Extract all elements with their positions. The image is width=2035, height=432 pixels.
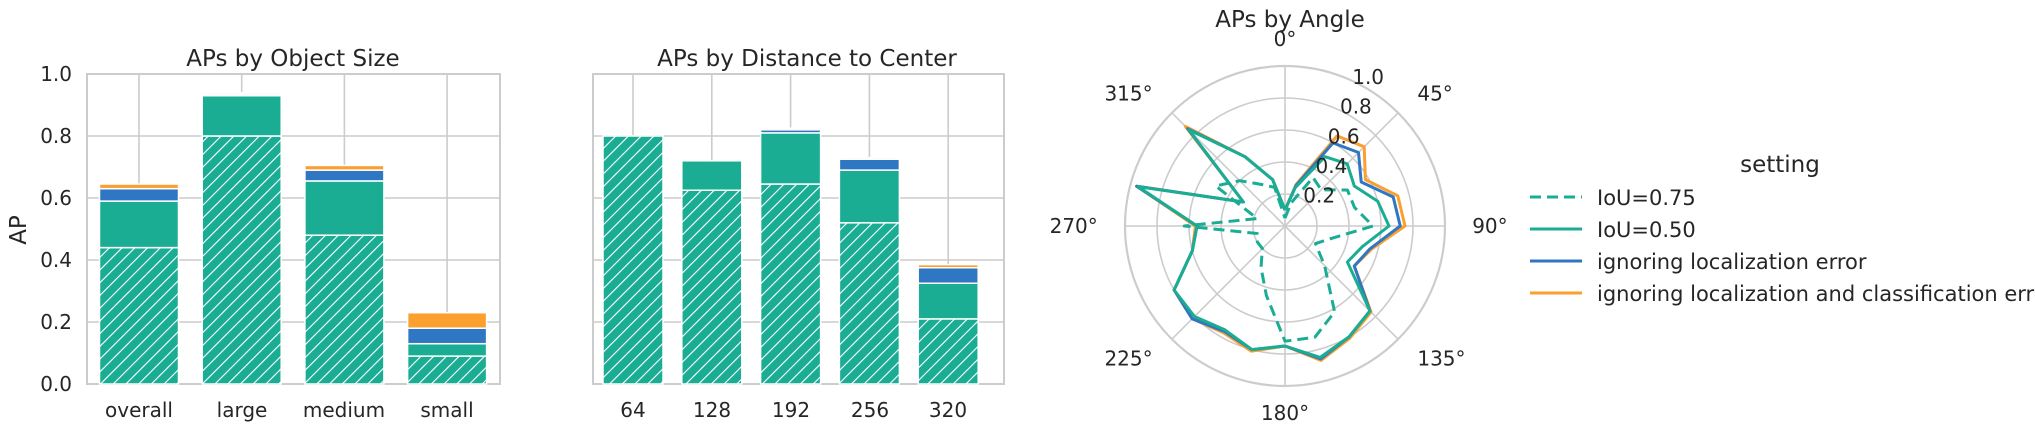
y-tick-label: 0.0 [40, 372, 72, 396]
bars [98, 91, 488, 385]
theta-tick-label: 315° [1104, 82, 1152, 106]
chart-angle-polar: APs by Angle 0.2 0.4 0.6 0.8 1.0 0° 45° 90° 135… [1050, 7, 1508, 425]
theta-tick-labels: 0° 45° 90° 135° 180° 225° 270° 315° [1050, 27, 1508, 425]
polar-line-iou50 [1136, 128, 1391, 359]
legend-label: ignoring localization and classification… [1597, 282, 2035, 306]
x-tick-label: small [420, 398, 473, 422]
bar-iou75 [201, 135, 282, 385]
y-tick-labels: 0.0 0.2 0.4 0.6 0.8 1.0 [40, 62, 72, 396]
x-tick-labels: 64 128 192 256 320 [620, 398, 967, 422]
theta-tick-label: 135° [1417, 346, 1465, 370]
theta-tick-label: 180° [1261, 401, 1309, 425]
bar-iou50 [201, 94, 282, 137]
bar-iou75 [304, 234, 385, 385]
legend-label: IoU=0.75 [1597, 186, 1696, 210]
bar-iou75 [406, 355, 488, 385]
bar-iou50 [304, 180, 385, 236]
x-tick-labels: overall large medium small [105, 398, 474, 422]
bar-iou50 [838, 169, 901, 224]
bar-iou75 [759, 183, 822, 385]
y-tick-label: 0.4 [40, 248, 72, 272]
bar-iou75 [917, 318, 979, 385]
bar-ignore-loc [406, 327, 488, 345]
chart-title-distance-center: APs by Distance to Center [657, 46, 957, 72]
x-tick-label: 320 [929, 398, 967, 422]
x-tick-label: overall [105, 398, 173, 422]
bar-ignore-loc [98, 187, 180, 202]
polar-spoke [1171, 225, 1286, 340]
r-tick-labels: 0.2 0.4 0.6 0.8 1.0 [1303, 65, 1384, 207]
theta-tick-label: 45° [1417, 82, 1452, 106]
bar-iou75 [98, 246, 180, 385]
bar-ignore-loc-cls [201, 91, 282, 95]
chart-title-angle: APs by Angle [1215, 7, 1364, 33]
chart-object-size: APs by Object Size AP 0.0 0.2 0.4 0.6 0.… [6, 46, 501, 422]
theta-tick-label: 0° [1274, 27, 1297, 51]
axes-frame [86, 73, 501, 385]
bar-iou75 [681, 189, 743, 385]
bar-iou75 [602, 135, 664, 385]
legend-label: IoU=0.50 [1597, 218, 1696, 242]
polar-series [1135, 124, 1407, 362]
r-tick-label: 0.8 [1340, 95, 1372, 119]
y-tick-label: 0.8 [40, 124, 72, 148]
polar-spoke [1284, 225, 1399, 340]
x-tick-label: large [217, 398, 268, 422]
bar-iou50 [681, 160, 743, 192]
x-tick-label: 128 [693, 398, 731, 422]
y-axis-label: AP [6, 215, 32, 245]
bar-ignore-loc-cls [98, 183, 180, 190]
x-tick-label: medium [303, 398, 385, 422]
legend-label: ignoring localization error [1597, 250, 1867, 274]
y-tick-label: 0.2 [40, 310, 72, 334]
theta-tick-label: 225° [1104, 346, 1152, 370]
legend: setting IoU=0.75 IoU=0.50 ignoring local… [1530, 152, 2035, 306]
polar-spoke [1284, 112, 1399, 227]
legend-title: setting [1740, 152, 1820, 178]
bar-iou75 [838, 222, 901, 385]
chart-title-object-size: APs by Object Size [186, 46, 399, 72]
y-tick-label: 1.0 [40, 62, 72, 86]
bar-ignore-loc [838, 158, 901, 171]
r-tick-label: 0.2 [1303, 183, 1335, 207]
bar-ignore-loc-cls [759, 127, 822, 131]
r-tick-label: 0.4 [1315, 154, 1347, 178]
r-tick-label: 0.6 [1328, 124, 1360, 148]
bars [602, 127, 979, 385]
x-tick-label: 256 [851, 398, 889, 422]
bar-ignore-loc-cls [838, 156, 901, 160]
bar-iou50 [917, 282, 979, 320]
polar-line-iou75 [1182, 176, 1375, 343]
theta-tick-label: 90° [1472, 214, 1507, 238]
x-tick-label: 64 [620, 398, 645, 422]
r-tick-label: 1.0 [1352, 65, 1384, 89]
bar-ignore-loc [304, 169, 385, 182]
bar-iou50 [406, 342, 488, 357]
y-tick-label: 0.6 [40, 186, 72, 210]
bar-iou50 [759, 132, 822, 185]
bar-ignore-loc-cls [917, 263, 979, 269]
bar-ignore-loc [917, 267, 979, 284]
bar-iou50 [98, 200, 180, 249]
bar-ignore-loc-cls [304, 164, 385, 171]
bar-ignore-loc-cls [406, 311, 488, 329]
theta-tick-label: 270° [1050, 214, 1098, 238]
chart-distance-center: APs by Distance to Center 64 128 192 256… [592, 46, 1005, 422]
x-tick-label: 192 [772, 398, 810, 422]
